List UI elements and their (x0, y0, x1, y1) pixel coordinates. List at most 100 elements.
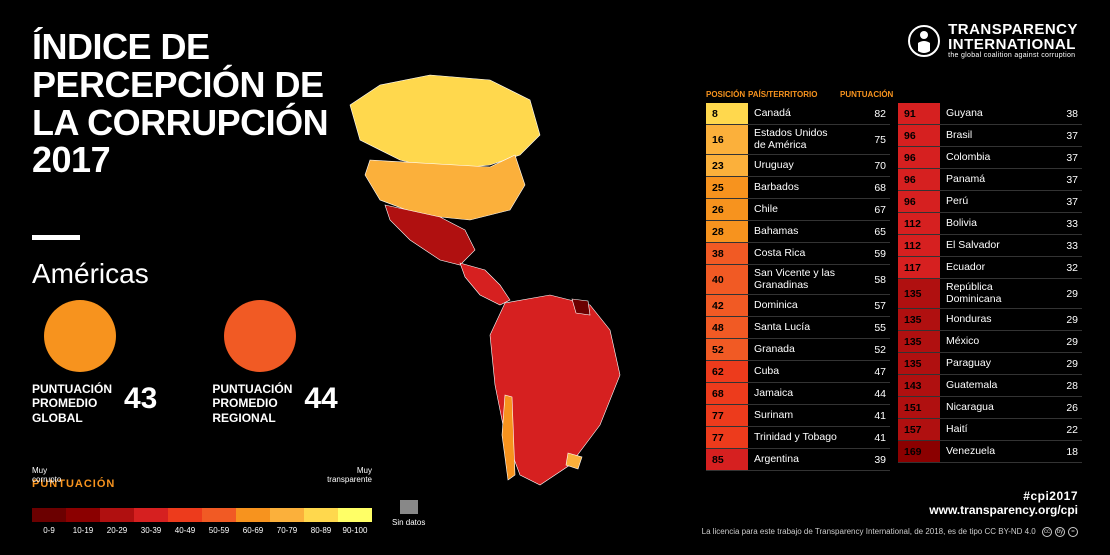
rank-cell: 42 (706, 295, 748, 316)
rank-cell: 16 (706, 125, 748, 154)
score-cell: 22 (1032, 424, 1082, 436)
country-cell: Chile (748, 204, 840, 216)
score-cell: 37 (1032, 152, 1082, 164)
country-cell: Brasil (940, 130, 1032, 142)
country-cell: Bolivia (940, 218, 1032, 230)
license-text: La licencia para este trabajo de Transpa… (702, 527, 1078, 537)
table-header: POSICIÓN PAÍS/TERRITORIO PUNTUACIÓN (706, 90, 890, 103)
rank-cell: 77 (706, 405, 748, 426)
score-cell: 68 (840, 182, 890, 194)
table-row: 77Trinidad y Tobago41 (706, 427, 890, 449)
rank-cell: 40 (706, 265, 748, 294)
rank-cell: 96 (898, 191, 940, 212)
score-cell: 29 (1032, 358, 1082, 370)
rank-cell: 169 (898, 441, 940, 462)
table-row: 135México29 (898, 331, 1082, 353)
country-cell: Haití (940, 424, 1032, 436)
score-cell: 41 (840, 432, 890, 444)
country-cell: Nicaragua (940, 402, 1032, 414)
table-row: 52Granada52 (706, 339, 890, 361)
score-cell: 33 (1032, 240, 1082, 252)
table-col1: POSICIÓN PAÍS/TERRITORIO PUNTUACIÓN 8Can… (706, 90, 890, 471)
legend-min-label: Muycorrupto (32, 466, 61, 484)
country-cell: El Salvador (940, 240, 1032, 252)
score-cell: 37 (1032, 174, 1082, 186)
rank-cell: 135 (898, 353, 940, 374)
country-cell: Colombia (940, 152, 1032, 164)
rank-cell: 77 (706, 427, 748, 448)
logo-tagline: the global coalition against corruption (948, 52, 1078, 59)
table-row: 23Uruguay70 (706, 155, 890, 177)
table-row: 96Perú37 (898, 191, 1082, 213)
score-cell: 58 (840, 274, 890, 286)
score-cell: 57 (840, 300, 890, 312)
country-cell: Jamaica (748, 388, 840, 400)
table-row: 135Paraguay29 (898, 353, 1082, 375)
rank-cell: 96 (898, 147, 940, 168)
table-row: 77Surinam41 (706, 405, 890, 427)
country-cell: Honduras (940, 314, 1032, 326)
table-row: 25Barbados68 (706, 177, 890, 199)
table-row: 96Panamá37 (898, 169, 1082, 191)
table-row: 112Bolivia33 (898, 213, 1082, 235)
score-cell: 52 (840, 344, 890, 356)
hashtag: #cpi2017 (702, 489, 1078, 503)
legend-gradient (32, 508, 372, 522)
score-cell: 37 (1032, 130, 1082, 142)
score-cell: 47 (840, 366, 890, 378)
table-row: 112El Salvador33 (898, 235, 1082, 257)
table-row: 96Colombia37 (898, 147, 1082, 169)
score-cell: 44 (840, 388, 890, 400)
score-cell: 26 (1032, 402, 1082, 414)
header-score: PUNTUACIÓN (840, 90, 890, 99)
region-label: Américas (32, 258, 149, 290)
score-cell: 70 (840, 160, 890, 172)
score-cell: 55 (840, 322, 890, 334)
rank-cell: 135 (898, 309, 940, 330)
country-cell: Santa Lucía (748, 322, 840, 334)
logo-line1: TRANSPARENCY (948, 22, 1078, 37)
country-cell: San Vicente y las Granadinas (748, 268, 840, 291)
table-row: 143Guatemala28 (898, 375, 1082, 397)
score-cell: 29 (1032, 314, 1082, 326)
rank-cell: 62 (706, 361, 748, 382)
country-cell: Estados Unidos de América (748, 128, 840, 151)
score-cell: 38 (1032, 108, 1082, 120)
country-cell: Paraguay (940, 358, 1032, 370)
global-value: 43 (124, 382, 157, 416)
table-row: 85Argentina39 (706, 449, 890, 471)
country-cell: Canadá (748, 108, 840, 120)
table-row: 151Nicaragua26 (898, 397, 1082, 419)
table-row: 169Venezuela18 (898, 441, 1082, 463)
rank-cell: 135 (898, 331, 940, 352)
table-row: 91Guyana38 (898, 103, 1082, 125)
table-row: 48Santa Lucía55 (706, 317, 890, 339)
table-row: 117Ecuador32 (898, 257, 1082, 279)
rank-cell: 85 (706, 449, 748, 470)
table-row: 42Dominica57 (706, 295, 890, 317)
legend-ranges: 0-910-1920-2930-3940-4950-5960-6970-7980… (32, 526, 372, 535)
header-rank: POSICIÓN (706, 90, 748, 99)
country-cell: Bahamas (748, 226, 840, 238)
score-cell: 29 (1032, 288, 1082, 300)
rank-cell: 143 (898, 375, 940, 396)
rank-cell: 28 (706, 221, 748, 242)
footer-url: www.transparency.org/cpi (702, 503, 1078, 517)
table-col2: ... 91Guyana3896Brasil3796Colombia3796Pa… (898, 90, 1082, 471)
footer: #cpi2017 www.transparency.org/cpi La lic… (702, 489, 1078, 537)
table-row: 16Estados Unidos de América75 (706, 125, 890, 155)
rank-cell: 48 (706, 317, 748, 338)
table-row: 135República Dominicana29 (898, 279, 1082, 309)
table-row: 157Haití22 (898, 419, 1082, 441)
country-cell: Uruguay (748, 160, 840, 172)
americas-map (290, 55, 740, 505)
table-row: 96Brasil37 (898, 125, 1082, 147)
score-cell: 65 (840, 226, 890, 238)
score-cell: 41 (840, 410, 890, 422)
global-label: PUNTUACIÓNPROMEDIOGLOBAL (32, 382, 112, 425)
transparency-logo: TRANSPARENCY INTERNATIONAL the global co… (908, 22, 1078, 59)
country-cell: Cuba (748, 366, 840, 378)
title-underline (32, 235, 80, 240)
score-cell: 59 (840, 248, 890, 260)
regional-circle-icon (224, 300, 296, 372)
